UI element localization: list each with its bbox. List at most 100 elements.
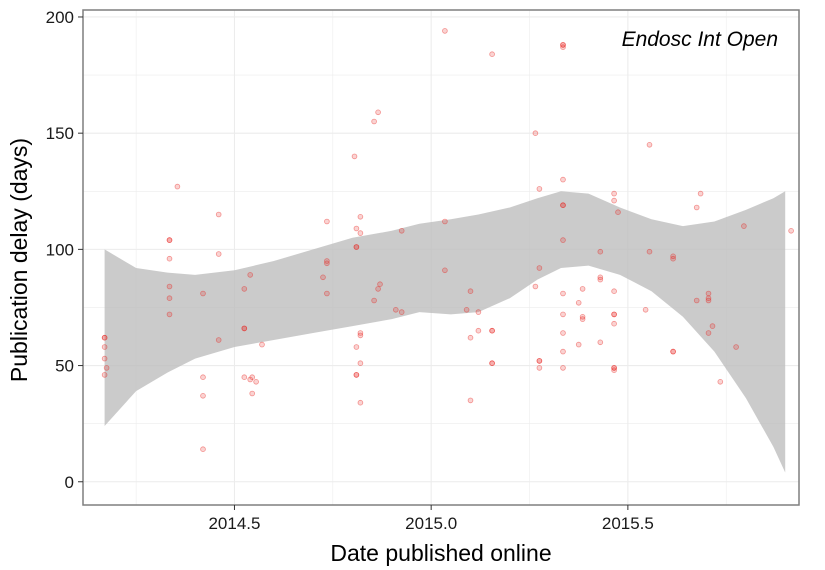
data-point <box>174 183 181 190</box>
data-point <box>442 267 448 274</box>
data-point <box>392 306 399 313</box>
data-point <box>166 255 173 262</box>
data-point <box>611 311 617 318</box>
data-point <box>101 334 108 341</box>
data-point <box>103 365 110 371</box>
data-point <box>166 295 173 302</box>
data-point <box>646 248 653 255</box>
data-point <box>200 446 206 453</box>
data-point <box>489 327 495 334</box>
data-point <box>597 339 604 346</box>
data-point <box>693 204 700 211</box>
data-point <box>101 344 108 350</box>
data-point <box>611 197 617 204</box>
data-point <box>467 288 474 295</box>
confidence-band-area <box>104 191 786 473</box>
data-point <box>717 378 724 385</box>
y-axis: 0 50 100 150 200 <box>46 8 83 492</box>
data-point <box>560 176 566 183</box>
data-point <box>371 118 377 125</box>
data-point <box>353 372 360 378</box>
data-point <box>241 325 248 332</box>
data-point <box>536 365 543 371</box>
data-point <box>532 283 539 290</box>
data-point <box>166 311 173 318</box>
data-point <box>489 327 495 334</box>
data-point <box>611 367 617 374</box>
data-point <box>215 211 222 218</box>
data-point <box>166 237 173 243</box>
data-point <box>357 332 364 339</box>
data-point <box>709 323 716 329</box>
data-point <box>705 330 712 336</box>
data-point <box>357 214 364 220</box>
data-point <box>241 374 248 381</box>
data-point <box>646 142 653 148</box>
data-point <box>442 28 448 34</box>
data-point <box>200 374 206 381</box>
data-point <box>560 42 566 48</box>
data-point <box>442 218 448 225</box>
data-point <box>579 313 586 320</box>
data-point <box>353 244 360 250</box>
data-point <box>101 355 108 362</box>
data-points <box>101 28 794 453</box>
data-point <box>579 316 586 322</box>
data-point <box>733 344 739 350</box>
x-tick-label: 2015.0 <box>405 514 457 533</box>
data-point <box>166 237 173 243</box>
data-point <box>351 153 358 160</box>
data-point <box>642 306 649 313</box>
data-point <box>475 327 482 334</box>
data-point <box>597 248 604 255</box>
data-point <box>249 390 256 397</box>
data-point <box>560 42 566 48</box>
data-point <box>611 365 617 371</box>
smooth-confidence-band <box>104 191 786 473</box>
data-point <box>320 274 326 281</box>
data-point <box>324 290 330 297</box>
data-point <box>611 365 617 371</box>
data-point <box>560 202 566 209</box>
data-point <box>324 260 330 267</box>
x-axis-title: Date published online <box>330 540 551 566</box>
data-point <box>463 306 470 313</box>
data-point <box>215 337 222 343</box>
data-point <box>353 372 360 378</box>
y-tick-label: 0 <box>65 473 74 492</box>
data-point <box>200 392 206 399</box>
data-point <box>215 251 222 257</box>
data-point <box>560 330 566 336</box>
data-point <box>532 130 539 137</box>
data-point <box>611 320 617 327</box>
data-point <box>467 334 474 341</box>
data-point <box>398 309 405 315</box>
data-point <box>247 272 254 278</box>
data-point <box>247 376 254 383</box>
x-tick-label: 2015.5 <box>602 514 654 533</box>
data-point <box>611 190 617 197</box>
panel-annotation: Endosc Int Open <box>622 28 778 51</box>
data-point <box>353 225 360 232</box>
data-point <box>560 348 566 355</box>
data-point <box>575 341 582 348</box>
data-point <box>324 218 330 225</box>
data-point <box>398 228 405 234</box>
data-point <box>536 186 543 192</box>
y-tick-label: 150 <box>46 124 74 143</box>
data-point <box>597 274 604 281</box>
data-point <box>475 309 482 315</box>
data-point <box>579 286 586 292</box>
data-point <box>241 286 248 292</box>
data-point <box>705 290 712 297</box>
data-point <box>560 311 566 318</box>
data-point <box>357 330 364 336</box>
data-point <box>536 358 543 364</box>
data-point <box>259 341 265 348</box>
data-point <box>357 399 364 406</box>
data-point <box>615 209 621 216</box>
data-point <box>670 348 676 355</box>
data-point <box>253 378 259 385</box>
data-point <box>101 372 108 378</box>
data-point <box>371 297 377 304</box>
